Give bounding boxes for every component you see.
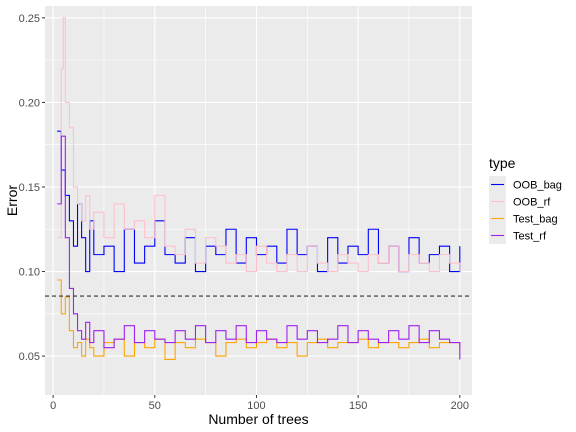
y-tick-label: 0.15	[19, 182, 40, 194]
grid-lines	[45, 6, 472, 395]
series-line-test-bag	[57, 279, 461, 361]
x-tick-label: 0	[50, 400, 56, 412]
y-tick-label: 0.10	[19, 267, 40, 279]
x-axis-title: Number of trees	[208, 411, 308, 427]
legend: type OOB_bag OOB_rf Test_bag Test_rf	[489, 155, 562, 244]
legend-label: OOB_bag	[513, 180, 562, 192]
x-tick-label: 150	[349, 400, 367, 412]
legend-label: Test_rf	[513, 231, 547, 243]
y-tick-label: 0.05	[19, 351, 40, 363]
x-tick-label: 50	[149, 400, 161, 412]
legend-label: OOB_rf	[513, 197, 551, 209]
y-axis-title: Error	[4, 185, 20, 216]
plot-panel	[45, 6, 472, 395]
axis-ticks: 0 50 100 150 200 0.05 0.10 0.15 0.20 0.25	[19, 13, 469, 412]
series-line-oob-rf	[57, 17, 461, 273]
y-tick-label: 0.25	[19, 13, 40, 25]
legend-title: type	[489, 155, 516, 171]
x-tick-label: 100	[247, 400, 265, 412]
legend-label: Test_bag	[513, 214, 558, 226]
y-tick-label: 0.20	[19, 97, 40, 109]
series-lines	[57, 17, 461, 361]
series-line-test-rf	[57, 135, 461, 360]
x-tick-label: 200	[451, 400, 469, 412]
